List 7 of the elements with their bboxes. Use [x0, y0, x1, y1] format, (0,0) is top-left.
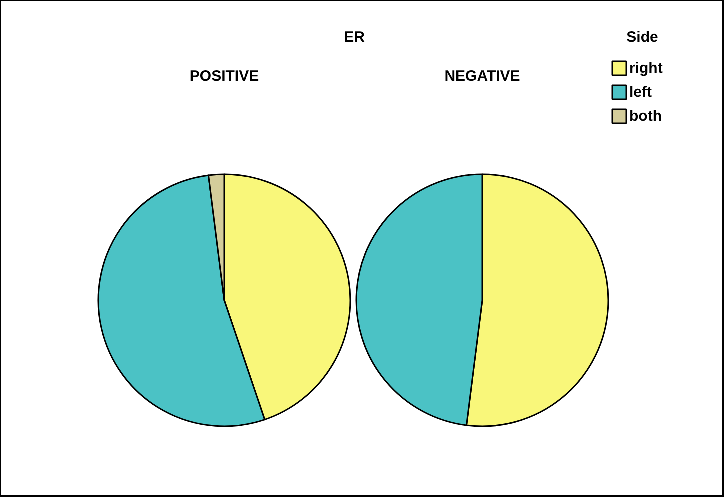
text: ER	[344, 29, 366, 46]
legend-label: both	[630, 108, 662, 125]
legend-label: right	[630, 60, 663, 77]
legend-title: Side	[626, 29, 658, 46]
text: POSITIVE	[190, 68, 260, 85]
chart-title: NEGATIVE	[444, 68, 520, 85]
legend-label: left	[630, 84, 652, 101]
